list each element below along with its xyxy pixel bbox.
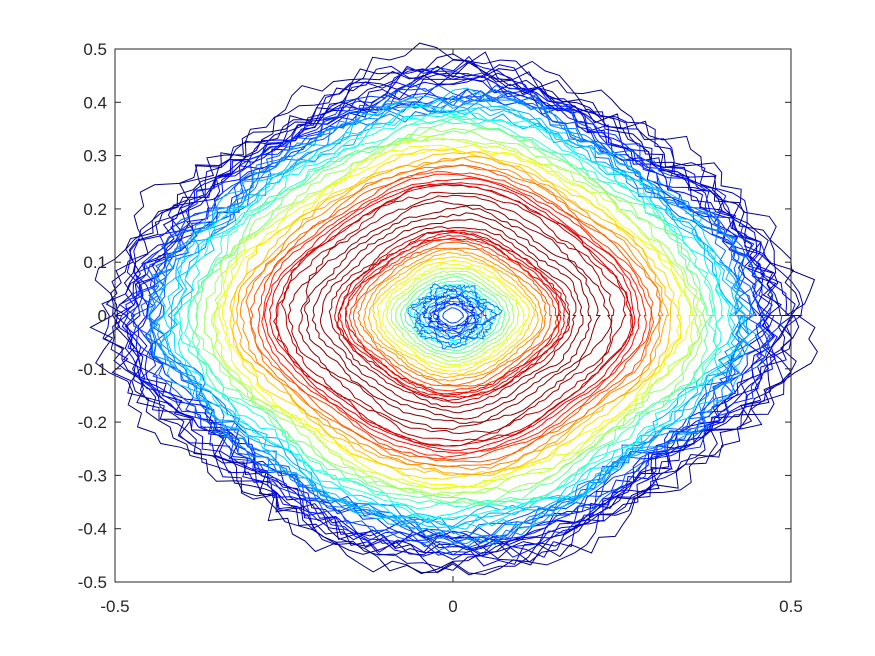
contour-line bbox=[337, 230, 571, 402]
contour-line bbox=[218, 148, 683, 489]
contour-line bbox=[411, 287, 498, 346]
contour-line bbox=[249, 164, 655, 463]
contour-line bbox=[236, 155, 669, 476]
contour-line bbox=[124, 87, 769, 556]
contour-line bbox=[272, 183, 634, 447]
contour-line bbox=[442, 307, 465, 324]
contour-line bbox=[245, 164, 662, 468]
contour-line bbox=[345, 234, 562, 395]
contour-line bbox=[114, 55, 792, 558]
contour-line bbox=[419, 288, 490, 341]
contour-line bbox=[407, 283, 503, 350]
y-axis: -0.5 -0.4 -0.3 -0.2 -0.1 0 0.1 0.2 0.3 0.4 0.5 bbox=[78, 40, 791, 592]
contour-line bbox=[298, 200, 612, 431]
contour-line bbox=[118, 61, 773, 558]
contour-line bbox=[287, 194, 615, 435]
y-tick-label: -0.1 bbox=[78, 360, 107, 379]
contour-line bbox=[363, 248, 544, 382]
contour-line bbox=[390, 270, 515, 362]
contour-line bbox=[221, 143, 693, 490]
contour-line bbox=[126, 78, 796, 557]
contour-line bbox=[239, 157, 664, 471]
x-tick-label: 0.5 bbox=[779, 597, 803, 616]
contour-line bbox=[394, 273, 511, 359]
contour-line bbox=[304, 205, 601, 424]
y-tick-label: -0.3 bbox=[78, 466, 107, 485]
contour-line bbox=[385, 267, 520, 366]
contour-line bbox=[89, 42, 818, 575]
contour-line bbox=[132, 85, 761, 556]
contour-line bbox=[203, 127, 703, 497]
contour-line bbox=[229, 148, 682, 480]
contour-line bbox=[184, 112, 722, 510]
contour-line bbox=[263, 177, 641, 454]
y-tick-label: 0.4 bbox=[83, 93, 107, 112]
x-tick-label: 0 bbox=[448, 597, 457, 616]
contour-line bbox=[261, 173, 647, 458]
contour-line bbox=[268, 182, 636, 451]
contour-line bbox=[162, 95, 750, 530]
y-tick-label: 0.1 bbox=[83, 253, 107, 272]
y-tick-label: -0.4 bbox=[78, 520, 107, 539]
y-tick-label: -0.2 bbox=[78, 413, 107, 432]
contour-line bbox=[281, 191, 627, 442]
contour-line bbox=[349, 238, 558, 392]
contour-line bbox=[211, 138, 705, 498]
contour-line bbox=[422, 293, 484, 340]
contour-line bbox=[338, 231, 566, 398]
contour-line bbox=[334, 229, 571, 404]
contour-line bbox=[376, 260, 530, 372]
contour-line bbox=[153, 87, 744, 529]
contour-line bbox=[163, 105, 736, 530]
contour-line bbox=[428, 297, 479, 335]
y-tick-label: 0.2 bbox=[83, 200, 107, 219]
contour-line bbox=[399, 275, 507, 354]
x-axis: -0.5 0 0.5 bbox=[100, 49, 803, 616]
contour-line bbox=[257, 171, 653, 461]
contour-line bbox=[328, 226, 577, 408]
contour-line bbox=[372, 256, 536, 376]
x-tick-label: -0.5 bbox=[100, 597, 129, 616]
contour-line bbox=[433, 301, 473, 330]
contour-line bbox=[229, 151, 672, 477]
y-tick-label: 0.5 bbox=[83, 40, 107, 59]
contour-line bbox=[176, 117, 725, 520]
y-tick-label: 0.3 bbox=[83, 147, 107, 166]
contour-line bbox=[101, 51, 797, 566]
contour-line bbox=[367, 251, 539, 379]
contour-line bbox=[213, 135, 696, 489]
contour-line bbox=[352, 241, 553, 387]
contour-line bbox=[357, 247, 547, 386]
y-tick-label: -0.5 bbox=[78, 573, 107, 592]
plot-area bbox=[89, 42, 818, 576]
contour-line bbox=[144, 88, 783, 549]
contour-line bbox=[311, 212, 592, 420]
contour-line bbox=[427, 296, 478, 334]
contour-line bbox=[382, 262, 526, 368]
y-tick-label: 0 bbox=[98, 307, 107, 326]
contour-line bbox=[124, 65, 803, 560]
contour-line bbox=[319, 218, 584, 414]
